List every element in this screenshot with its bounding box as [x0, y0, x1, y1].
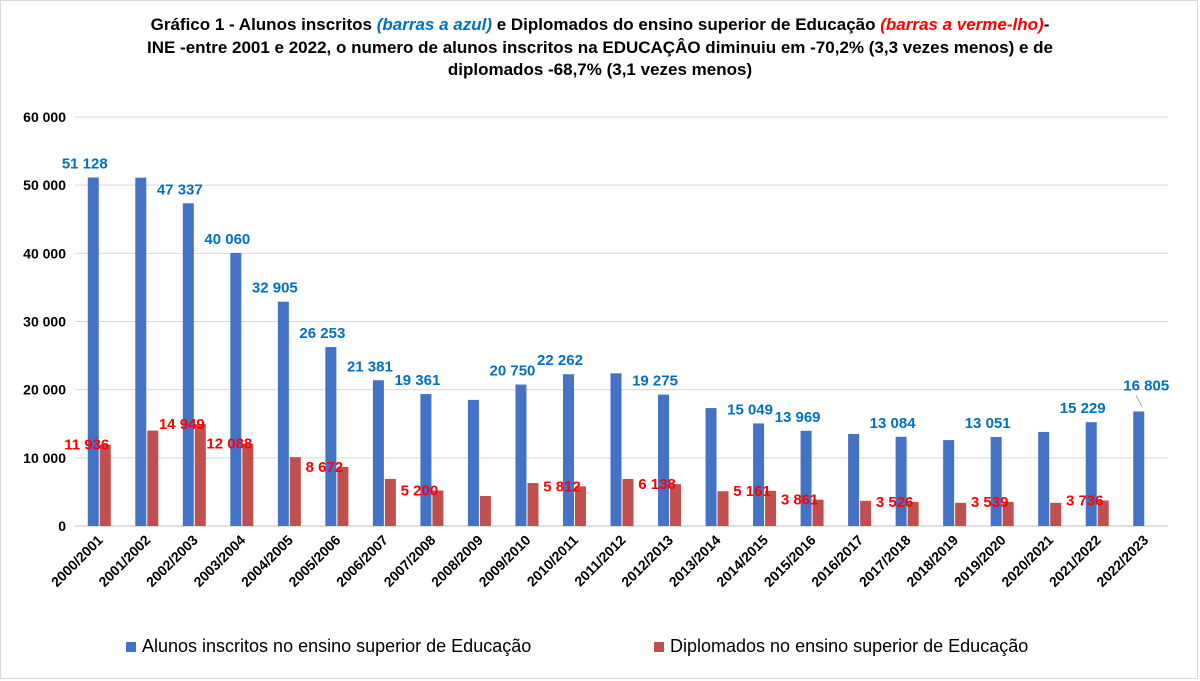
data-label-enrolled: 20 750 [490, 363, 536, 380]
data-label-graduates: 3 861 [781, 492, 819, 509]
bar-enrolled [182, 203, 194, 526]
bar-graduates [1002, 501, 1014, 526]
data-label-enrolled: 47 337 [157, 181, 203, 198]
data-label-enrolled: 22 262 [537, 352, 583, 369]
y-tick-label: 40 000 [23, 245, 66, 261]
y-tick-label: 0 [58, 518, 66, 534]
bar-enrolled [325, 347, 337, 526]
x-tick-label: 2009/2010 [475, 532, 533, 590]
bar-enrolled [467, 399, 479, 526]
chart-legend: Alunos inscritos no ensino superior de E… [0, 636, 1200, 660]
data-label-enrolled: 15 049 [727, 401, 773, 418]
bar-graduates [99, 444, 111, 526]
title-line-2: INE -entre 2001 e 2022, o numero de alun… [146, 37, 1053, 57]
data-label-graduates: 8 672 [306, 459, 344, 476]
data-label-graduates: 11 936 [64, 437, 109, 454]
legend-item-enrolled: Alunos inscritos no ensino superior de E… [126, 636, 531, 657]
data-label-graduates: 14 949 [159, 416, 205, 433]
data-label-enrolled: 13 969 [775, 409, 821, 426]
bar-graduates [289, 457, 301, 526]
bar-graduates [1050, 502, 1062, 526]
bar-enrolled [1038, 431, 1050, 526]
bar-enrolled [87, 177, 99, 526]
legend-label-graduates: Diplomados no ensino superior de Educaçã… [670, 636, 1029, 656]
data-label-enrolled: 13 051 [965, 415, 1011, 432]
data-label-enrolled: 51 128 [62, 155, 108, 172]
bar-enrolled [230, 252, 242, 527]
data-label-enrolled: 26 253 [299, 325, 345, 342]
bar-graduates [242, 443, 254, 526]
data-label-graduates: 12 088 [206, 436, 252, 453]
legend-label-enrolled: Alunos inscritos no ensino superior de E… [142, 636, 532, 656]
bar-graduates [479, 496, 491, 526]
y-tick-label: 10 000 [23, 450, 66, 466]
legend-swatch-graduates [654, 641, 664, 652]
bar-enrolled [800, 430, 812, 526]
bar-graduates [955, 502, 967, 526]
bar-graduates [432, 490, 444, 526]
bar-graduates [527, 483, 539, 526]
bar-enrolled [895, 436, 907, 526]
legend-item-graduates: Diplomados no ensino superior de Educaçã… [654, 636, 1028, 657]
bar-graduates [147, 430, 159, 526]
bar-graduates [574, 486, 586, 526]
bar-enrolled [135, 177, 147, 526]
bar-graduates [384, 478, 396, 526]
data-label-enrolled: 21 381 [347, 358, 393, 375]
bar-enrolled [1133, 411, 1145, 526]
y-tick-label: 20 000 [23, 382, 66, 398]
title-line-1: Gráfico 1 - Alunos inscritos (barras a a… [150, 15, 1050, 34]
bar-graduates [860, 500, 872, 526]
bar-enrolled [990, 437, 1002, 526]
bar-enrolled [277, 301, 289, 526]
bar-enrolled [658, 394, 670, 526]
bar-graduates [812, 499, 824, 526]
bar-enrolled [1085, 422, 1097, 526]
data-label-enrolled: 16 805 [1123, 377, 1169, 394]
title-line-3: diplomados -68,7% (3,1 vezes menos) [447, 60, 753, 79]
data-label-enrolled: 40 060 [204, 231, 250, 248]
y-tick-label: 50 000 [23, 177, 66, 193]
bar-enrolled [372, 380, 384, 526]
bar-graduates [907, 501, 919, 526]
label-leader-line [1135, 395, 1143, 408]
y-tick-label: 30 000 [23, 314, 66, 330]
data-label-graduates: 5 200 [401, 483, 439, 500]
y-tick-label: 60 000 [23, 109, 66, 125]
chart-title: Gráfico 1 - Alunos inscritos (barras a a… [0, 14, 1200, 82]
bar-graduates [717, 491, 729, 526]
bar-graduates [337, 466, 349, 526]
data-label-enrolled: 19 361 [394, 372, 440, 389]
data-label-graduates: 3 526 [876, 494, 914, 511]
bar-enrolled [515, 384, 527, 526]
data-label-graduates: 5 161 [733, 483, 771, 500]
data-label-graduates: 6 138 [638, 476, 676, 493]
data-label-graduates: 5 812 [543, 478, 581, 495]
bar-enrolled [562, 374, 574, 526]
bar-graduates [1097, 500, 1109, 526]
x-tick-label: 2022/2023 [1093, 532, 1151, 590]
bar-graduates [622, 478, 634, 526]
bar-enrolled [705, 408, 717, 526]
data-label-graduates: 3 736 [1066, 493, 1104, 510]
bar-graduates [765, 490, 777, 526]
bar-enrolled [420, 394, 432, 526]
bar-enrolled [943, 440, 955, 526]
data-label-graduates: 3 539 [971, 494, 1009, 511]
bar-graduates [194, 424, 206, 526]
data-label-enrolled: 19 275 [632, 373, 678, 390]
data-label-enrolled: 15 229 [1060, 400, 1106, 417]
legend-swatch-enrolled [126, 641, 136, 652]
bar-enrolled [753, 423, 765, 526]
data-label-enrolled: 13 084 [870, 415, 917, 432]
bar-enrolled [610, 373, 622, 526]
bar-enrolled [848, 433, 860, 526]
bar-graduates [670, 484, 682, 526]
data-label-enrolled: 32 905 [252, 280, 298, 297]
